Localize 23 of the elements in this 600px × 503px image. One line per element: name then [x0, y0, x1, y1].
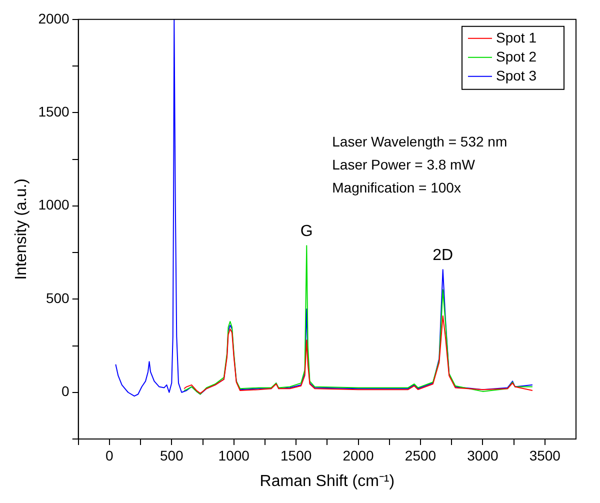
legend-label: Spot 2: [496, 48, 537, 64]
y-tick-label: 500: [46, 290, 70, 306]
y-tick-label: 0: [62, 383, 70, 400]
legend-label: Spot 3: [496, 67, 537, 84]
annotation: Magnification = 100x: [332, 179, 461, 196]
annotation: Laser Power = 3.8 mW: [332, 156, 476, 172]
y-axis-title: Intensity (a.u.): [13, 178, 30, 280]
y-tick-label: 2000: [38, 10, 70, 26]
x-tick-label: 2000: [342, 447, 374, 464]
y-tick-label: 1500: [38, 104, 70, 120]
x-tick-label: 1500: [280, 447, 312, 464]
annotation: Laser Wavelength = 532 nm: [332, 133, 508, 150]
x-tick-label: 2500: [404, 447, 436, 464]
x-axis-title: Raman Shift (cm⁻¹): [260, 472, 395, 490]
legend-label: Spot 1: [496, 29, 537, 46]
x-tick-label: 3500: [529, 447, 561, 464]
y-tick-label: 1000: [38, 196, 70, 213]
annotation: 2D: [432, 247, 454, 264]
x-tick-label: 500: [160, 447, 184, 464]
x-tick-label: 0: [106, 447, 114, 464]
annotation: G: [300, 223, 313, 240]
x-tick-label: 1000: [218, 447, 250, 464]
x-tick-label: 3000: [467, 447, 498, 464]
